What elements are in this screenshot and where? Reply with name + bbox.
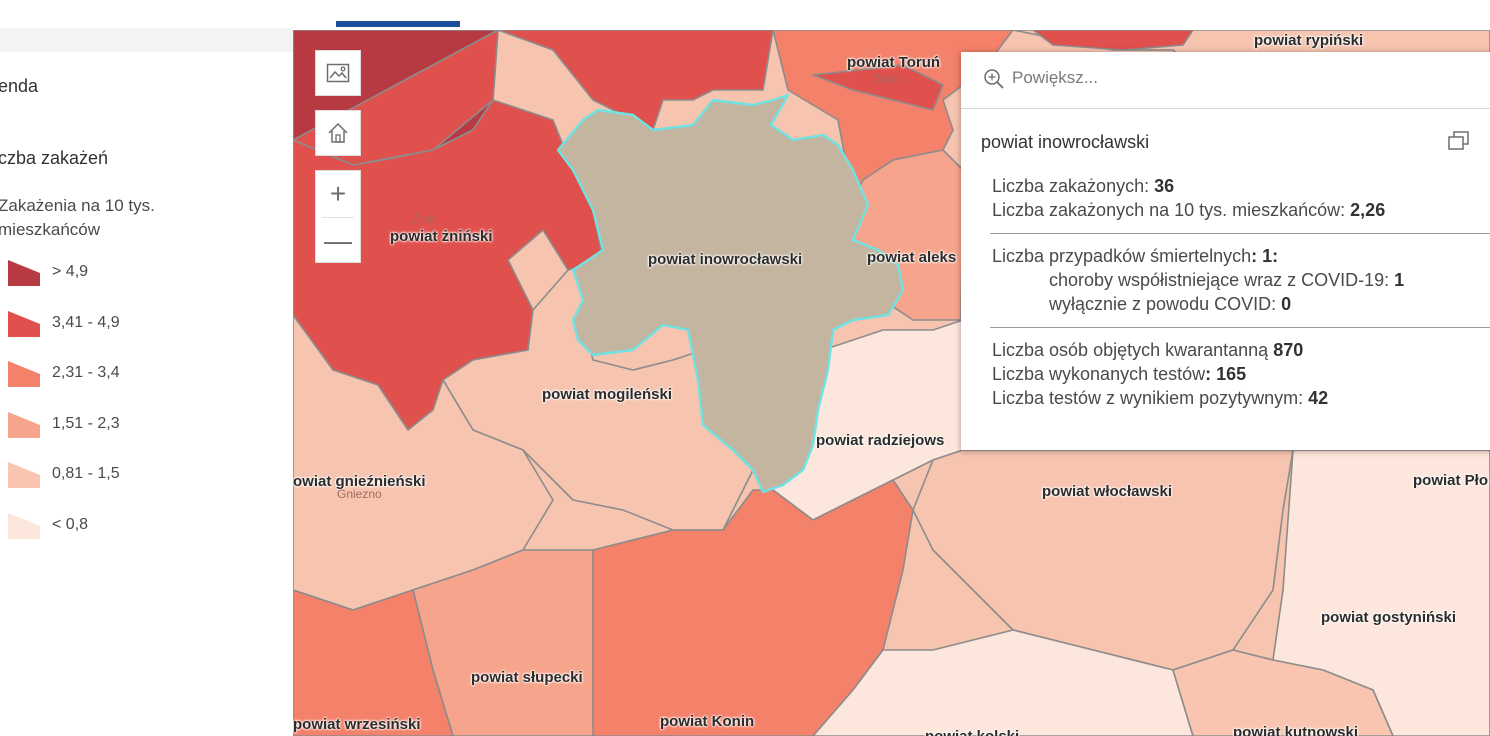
zoom-out-button[interactable]: — xyxy=(324,225,352,256)
county-label-gnieznienski: owiat gnieźnieński xyxy=(293,473,426,490)
legend-field-label: Zakażenia na 10 tys. mieszkańców xyxy=(0,196,155,239)
home-button[interactable] xyxy=(315,110,361,156)
tests-row: Liczba wykonanych testów: 165 xyxy=(992,364,1247,384)
region-kutnowski xyxy=(1172,649,1394,736)
top-bar xyxy=(0,0,1490,52)
region-wrzesinski xyxy=(293,589,454,736)
county-label-zninski: powiat żniński xyxy=(390,228,493,245)
legend-layer-title: czba zakażeń xyxy=(0,148,109,168)
region-zninski xyxy=(293,30,774,166)
legend-item-label: 0,81 - 1,5 xyxy=(52,465,120,483)
town-label-torun: Toruń xyxy=(873,72,904,86)
region-torun-city xyxy=(812,64,944,111)
feature-popup: Powiększ... powiat inowrocławski Liczba … xyxy=(961,52,1490,450)
legend-item: 3,41 - 4,9 xyxy=(8,310,120,362)
legend-item-label: < 0,8 xyxy=(52,515,89,533)
legend-swatch xyxy=(8,260,40,286)
legend-title: enda xyxy=(0,76,39,96)
popup-content: Liczba zakażonych: 36 Liczba zakażonych … xyxy=(990,174,1490,410)
cases-row: Liczba zakażonych: 36 xyxy=(992,176,1175,196)
active-tab-indicator xyxy=(336,21,460,27)
home-icon xyxy=(328,122,348,143)
region-inowroclawski xyxy=(556,93,905,494)
zoom-magnifier-icon[interactable] xyxy=(983,68,1005,90)
legend-swatch xyxy=(8,361,40,388)
basemap-button[interactable] xyxy=(315,50,361,96)
county-label-wloclawski: powiat włocławski xyxy=(1042,483,1173,500)
legend-panel: enda czba zakażeń Zakażenia na 10 tys. m… xyxy=(0,52,293,736)
legend-swatch xyxy=(8,462,40,489)
positive-tests-row: Liczba testów z wynikiem pozytywnym: 42 xyxy=(992,388,1329,408)
popup-divider xyxy=(990,327,1490,328)
legend-item: < 0,8 xyxy=(8,512,120,564)
deaths-row: Liczba przypadków śmiertelnych: 1: xyxy=(992,246,1279,266)
county-label-radziejowski: powiat radziejows xyxy=(816,432,945,449)
legend-item-label: > 4,9 xyxy=(52,263,89,280)
county-label-plocki: powiat Pło xyxy=(1413,472,1488,489)
county-label-aleksandrowski: powiat aleks xyxy=(867,249,957,266)
region-north-strip xyxy=(1032,30,1194,51)
legend-items: > 4,9 3,41 - 4,9 2,31 - 3,4 1,51 - 2,3 0… xyxy=(8,260,120,564)
legend-item-label: 1,51 - 2,3 xyxy=(52,414,120,432)
zoom-divider xyxy=(322,217,354,218)
county-label-kutnowski: powiat kutnowski xyxy=(1233,724,1359,736)
legend-item: > 4,9 xyxy=(8,260,120,311)
legend-item: 0,81 - 1,5 xyxy=(8,462,120,513)
county-label-slupecki: powiat słupecki xyxy=(471,669,583,686)
county-label-kolski: powiat kolski xyxy=(925,728,1019,736)
legend-item: 2,31 - 3,4 xyxy=(8,361,120,412)
popup-title: powiat inowrocławski xyxy=(981,132,1150,152)
zoom-in-button[interactable]: + xyxy=(329,178,347,209)
county-label-rypinski: powiat rypiński xyxy=(1254,32,1364,49)
legend-item-label: 3,41 - 4,9 xyxy=(52,313,120,331)
county-label-konin: powiat Konin xyxy=(660,713,755,730)
legend-item: 1,51 - 2,3 xyxy=(8,411,120,463)
town-label-znin: Żnin xyxy=(413,212,437,226)
comorbidities-row: choroby współistniejące wraz z COVID-19:… xyxy=(1049,270,1405,290)
popup-zoom-bar[interactable]: Powiększ... xyxy=(961,52,1490,109)
legend-swatch xyxy=(8,411,40,438)
covid-only-row: wyłącznie z powodu COVID: 0 xyxy=(1049,294,1292,314)
county-label-mogilenski: powiat mogileński xyxy=(542,386,673,403)
popup-divider xyxy=(990,233,1490,234)
county-label-wrzesinski: powiat wrzesiński xyxy=(293,716,421,733)
county-label-torun: powiat Toruń xyxy=(847,54,941,71)
rate-row: Liczba zakażonych na 10 tys. mieszkańców… xyxy=(992,200,1386,220)
legend-swatch xyxy=(8,512,40,539)
legend-swatch xyxy=(8,310,40,337)
town-label-gniezno: Gniezno xyxy=(337,487,382,501)
image-icon xyxy=(326,63,350,83)
county-label-gostyninski: powiat gostyniński xyxy=(1321,609,1457,626)
popup-zoom-label[interactable]: Powiększ... xyxy=(1012,68,1098,87)
region-kolski xyxy=(812,629,1194,736)
legend-header-strip xyxy=(0,28,293,52)
legend-item-label: 2,31 - 3,4 xyxy=(52,364,120,382)
quarantine-row: Liczba osób objętych kwarantanną 870 xyxy=(992,340,1304,360)
county-label-inowroclawski: powiat inowrocławski xyxy=(648,251,803,268)
zoom-controls: + — xyxy=(315,170,361,263)
dock-icon[interactable] xyxy=(1447,130,1471,152)
